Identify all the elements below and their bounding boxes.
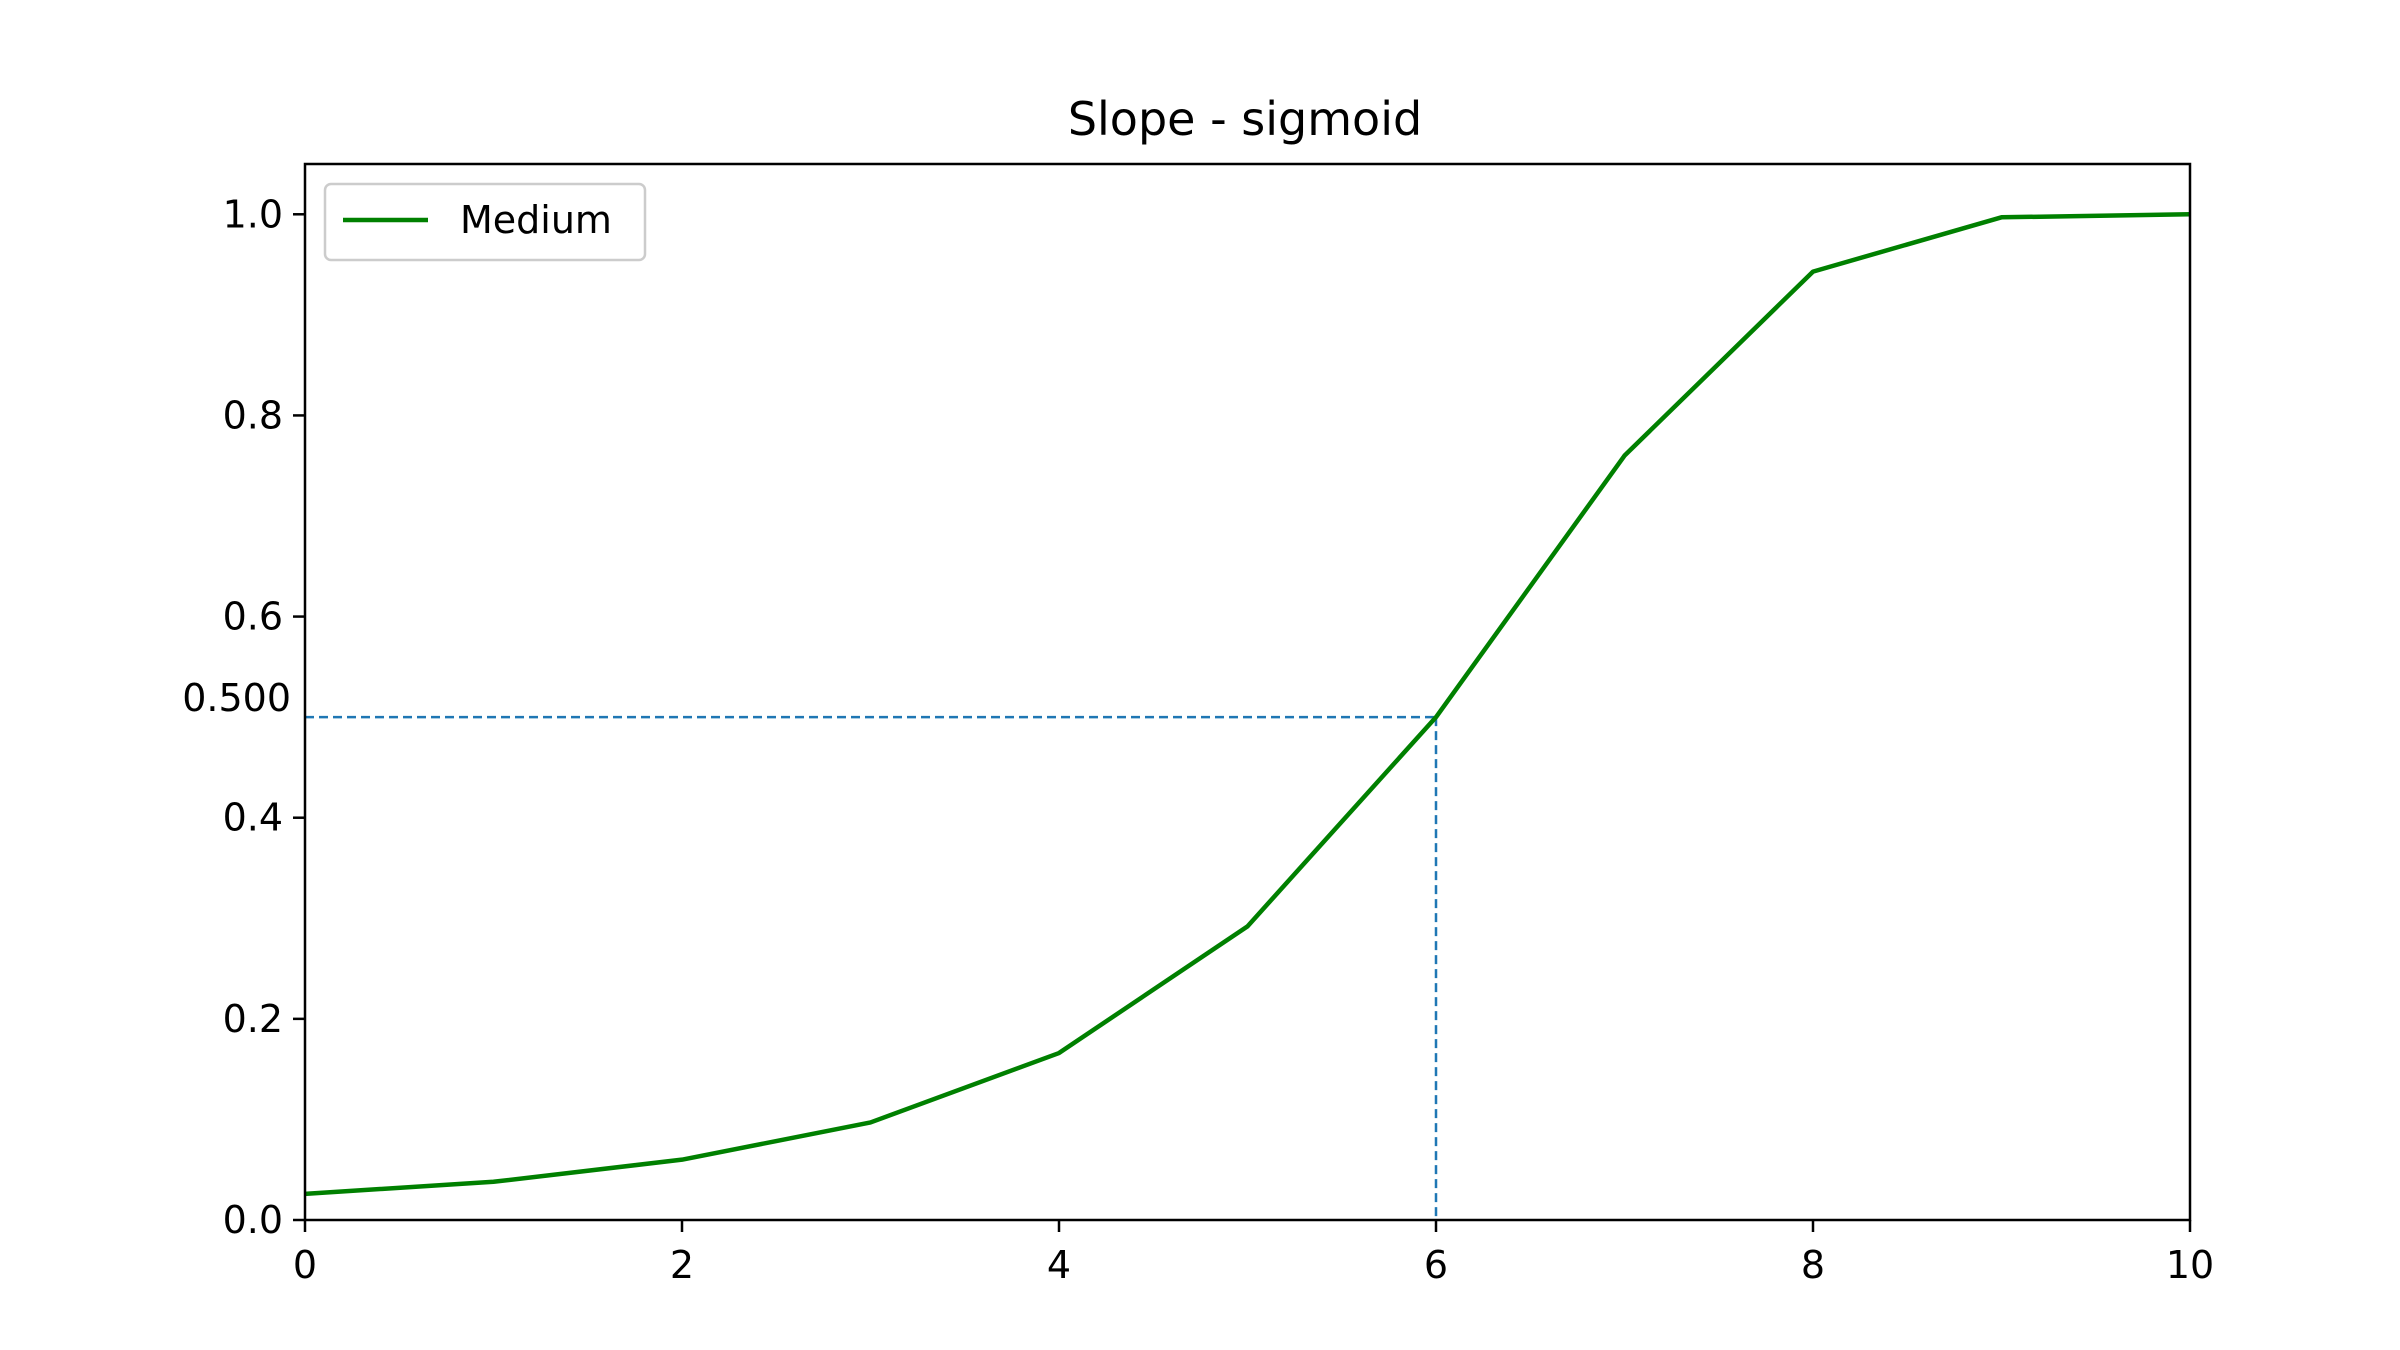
y-tick-label: 0.2 [223, 997, 283, 1041]
legend-label-medium: Medium [460, 198, 612, 242]
y-tick-label: 0.6 [223, 595, 283, 639]
legend-box [323, 182, 647, 262]
x-tick-label: 2 [670, 1243, 694, 1287]
plot-frame [303, 162, 2192, 1222]
chart-title: Slope - sigmoid [1068, 92, 1422, 146]
series-group [304, 212, 2191, 1197]
x-tick-label: 10 [2166, 1243, 2214, 1287]
y-tick-label: 0.0 [223, 1198, 283, 1242]
x-tick-label: 8 [1801, 1243, 1825, 1287]
annotation-group: 0.500 [182, 676, 1438, 1220]
y-axis: 0.0 0.2 0.4 0.6 0.8 1.0 [223, 192, 305, 1242]
x-tick-label: 0 [293, 1243, 317, 1287]
x-tick-label: 6 [1424, 1243, 1448, 1287]
x-tick-label: 4 [1047, 1243, 1071, 1287]
x-axis: 0 2 4 6 8 10 [293, 1220, 2214, 1287]
annotation-y-label: 0.500 [182, 676, 291, 720]
y-tick-label: 0.8 [223, 393, 283, 437]
series-line-medium [304, 212, 2191, 1197]
y-tick-label: 0.4 [223, 796, 283, 840]
y-tick-label: 1.0 [223, 192, 283, 236]
legend: Medium [323, 182, 647, 262]
